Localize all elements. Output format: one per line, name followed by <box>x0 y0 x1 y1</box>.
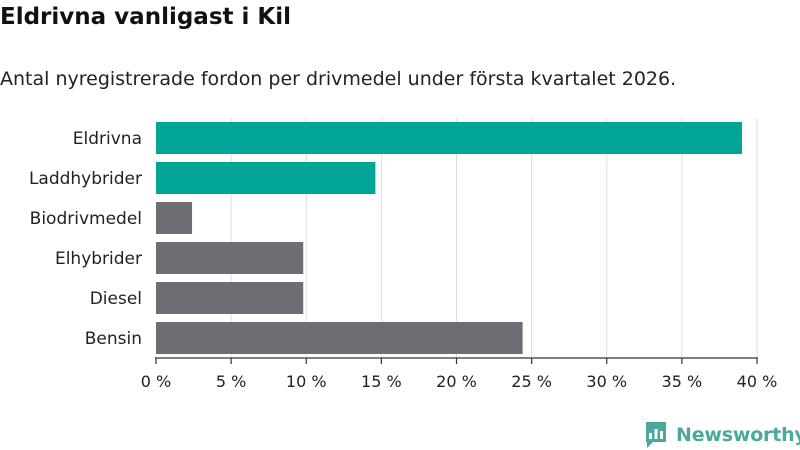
category-labels: Eldrivna Laddhybrider Biodrivmedel Elhybrid… <box>29 129 142 349</box>
x-tick-label: 10 % <box>286 372 327 391</box>
bar-biodrivmedel <box>156 202 193 234</box>
category-label: Laddhybrider <box>29 169 142 189</box>
x-tick-label: 15 % <box>361 372 402 391</box>
category-label: Diesel <box>90 289 142 309</box>
x-tick-label: 30 % <box>586 372 627 391</box>
x-tick-label: 0 % <box>141 372 171 391</box>
brand-logo: Newsworthy <box>644 420 800 450</box>
bar-eldrivna <box>156 122 742 154</box>
category-label: Bensin <box>85 329 142 349</box>
chart-title: Eldrivna vanligast i Kil <box>0 4 291 30</box>
category-label: Elhybrider <box>55 249 142 269</box>
x-tick-label: 25 % <box>511 372 552 391</box>
x-axis: 0 % 5 % 10 % 15 % 20 % 25 % 30 % 35 % 40 % <box>141 357 778 391</box>
category-label: Biodrivmedel <box>30 209 142 229</box>
bar-bensin <box>156 322 523 354</box>
x-tick-label: 40 % <box>737 372 778 391</box>
bars <box>156 122 742 354</box>
category-label: Eldrivna <box>73 129 142 149</box>
brand-name: Newsworthy <box>676 424 800 446</box>
x-tick-label: 35 % <box>662 372 703 391</box>
bar-diesel <box>156 282 304 314</box>
x-tick-label: 20 % <box>436 372 477 391</box>
chart-subtitle: Antal nyregistrerade fordon per drivmede… <box>0 68 677 90</box>
newsworthy-logo-icon <box>646 422 666 448</box>
x-tick-label: 5 % <box>216 372 246 391</box>
bar-elhybrider <box>156 242 304 274</box>
bar-laddhybrider <box>156 162 376 194</box>
grid-lines <box>230 118 758 358</box>
